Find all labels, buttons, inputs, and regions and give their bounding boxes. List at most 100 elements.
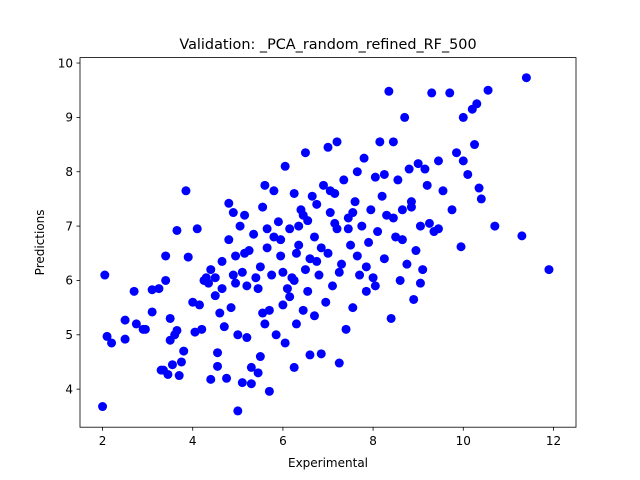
data-point-35 (206, 374, 216, 384)
data-point-191 (397, 235, 407, 245)
data-point-89 (294, 221, 304, 231)
data-point-151 (422, 180, 432, 190)
data-point-194 (424, 218, 434, 228)
data-point-110 (332, 137, 342, 147)
data-point-165 (472, 99, 482, 109)
data-point-186 (352, 251, 362, 261)
data-point-107 (325, 208, 335, 218)
data-point-136 (388, 137, 398, 147)
data-point-64 (255, 352, 265, 362)
x-tick-label: 12 (546, 434, 561, 448)
data-point-68 (260, 319, 270, 329)
x-tick-label: 4 (189, 434, 197, 448)
y-tick-label: 4 (65, 382, 73, 396)
x-tick-label: 8 (369, 434, 377, 448)
data-point-29 (192, 224, 202, 234)
data-point-198 (316, 243, 326, 253)
data-point-67 (258, 308, 268, 318)
x-tick-label: 10 (456, 434, 471, 448)
data-point-103 (318, 180, 328, 190)
data-point-15 (163, 369, 173, 379)
data-point-115 (341, 324, 351, 334)
data-point-122 (357, 221, 367, 231)
data-point-74 (269, 186, 279, 196)
data-point-44 (224, 198, 234, 208)
data-point-170 (517, 231, 527, 241)
data-point-25 (181, 186, 191, 196)
data-point-48 (228, 208, 238, 218)
data-point-22 (174, 371, 184, 381)
data-point-62 (251, 273, 261, 283)
data-point-37 (210, 273, 220, 283)
data-point-195 (433, 224, 443, 234)
data-point-73 (267, 270, 277, 280)
data-point-189 (379, 169, 389, 179)
data-point-167 (476, 194, 486, 204)
data-point-172 (544, 265, 554, 275)
plot-frame (79, 57, 577, 428)
y-axis-label: Predictions (33, 209, 47, 275)
data-point-152 (427, 88, 437, 98)
data-point-105 (323, 142, 333, 152)
data-point-192 (406, 202, 416, 212)
data-point-156 (445, 88, 455, 98)
data-point-40 (215, 308, 225, 318)
y-tick-label: 9 (65, 111, 73, 125)
data-point-63 (253, 368, 263, 378)
data-point-23 (176, 357, 186, 367)
data-point-86 (289, 188, 299, 198)
data-point-79 (278, 267, 288, 277)
data-point-150 (420, 164, 430, 174)
data-point-176 (240, 248, 250, 258)
data-point-202 (262, 224, 272, 234)
data-point-126 (366, 205, 376, 215)
data-point-56 (242, 333, 252, 343)
data-point-120 (352, 167, 362, 177)
data-point-171 (521, 73, 531, 83)
data-point-81 (280, 338, 290, 348)
data-point-11 (154, 284, 164, 294)
data-point-72 (264, 305, 274, 315)
data-point-190 (388, 213, 398, 223)
data-point-3 (107, 338, 117, 348)
data-point-117 (346, 240, 356, 250)
x-tick-label: 2 (99, 434, 107, 448)
data-point-99 (309, 232, 319, 242)
data-point-6 (129, 286, 139, 296)
data-point-112 (334, 358, 344, 368)
data-point-149 (418, 265, 428, 275)
data-point-59 (246, 362, 256, 372)
data-point-66 (258, 202, 268, 212)
data-point-7 (131, 319, 141, 329)
data-point-0 (98, 402, 108, 412)
x-axis-ticks: 2 4 6 8 10 12 (99, 427, 561, 448)
data-point-147 (413, 159, 423, 169)
data-point-47 (228, 270, 238, 280)
data-point-187 (361, 262, 371, 272)
data-point-5 (120, 315, 130, 325)
x-tick-label: 6 (279, 434, 287, 448)
data-point-142 (402, 259, 412, 269)
data-point-42 (219, 322, 229, 332)
data-point-130 (375, 137, 385, 147)
data-point-43 (222, 373, 232, 383)
data-point-125 (364, 237, 374, 247)
data-point-28 (190, 327, 200, 337)
data-point-160 (458, 156, 468, 166)
data-point-50 (233, 406, 243, 416)
data-point-128 (370, 172, 380, 182)
data-point-182 (312, 256, 322, 266)
data-point-13 (161, 275, 171, 285)
data-point-108 (328, 281, 338, 291)
points-layer (98, 73, 554, 416)
data-point-184 (334, 267, 344, 277)
data-point-18 (167, 360, 177, 370)
data-point-181 (303, 286, 313, 296)
data-point-96 (305, 254, 315, 264)
data-point-121 (355, 270, 365, 280)
data-point-45 (224, 235, 234, 245)
y-axis-ticks: 4 5 6 7 8 9 10 (58, 56, 80, 396)
data-point-21 (172, 325, 182, 335)
data-point-91 (298, 305, 308, 315)
